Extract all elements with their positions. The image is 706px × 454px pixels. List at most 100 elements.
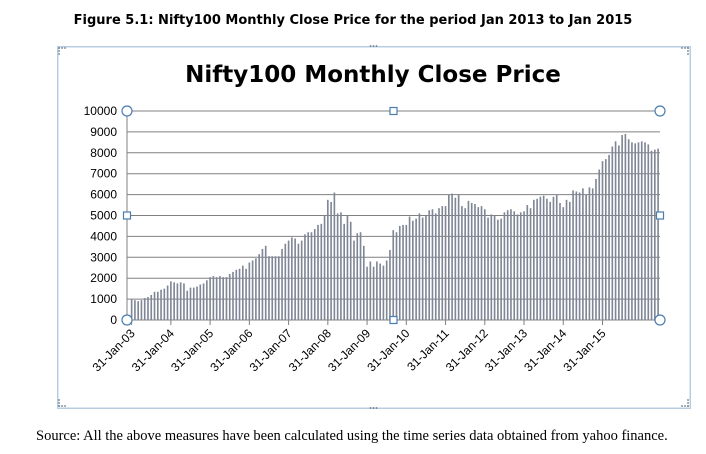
bar <box>582 188 584 320</box>
bar <box>251 260 254 320</box>
bar <box>192 287 195 320</box>
frame-grip-dot <box>687 399 689 401</box>
bar <box>353 240 355 320</box>
corner-resize-handle[interactable] <box>121 105 133 117</box>
bar <box>225 277 228 320</box>
chart-frame[interactable] <box>57 46 691 409</box>
bar <box>215 277 218 320</box>
edge-resize-handle[interactable] <box>655 211 665 220</box>
frame-grip-dot <box>369 407 372 409</box>
corner-resize-handle[interactable] <box>121 314 133 326</box>
bar <box>516 214 519 320</box>
bar <box>382 265 385 320</box>
bar <box>533 199 535 320</box>
frame-grip-dot <box>687 50 689 52</box>
bar <box>568 201 571 320</box>
bar <box>232 271 234 320</box>
source-note: Source: All the above measures have been… <box>36 428 668 444</box>
y-tick-label: 7000 <box>90 167 117 181</box>
bar <box>389 249 391 320</box>
bar <box>372 266 375 320</box>
bar <box>428 210 431 320</box>
bar <box>166 285 169 320</box>
bar <box>474 204 476 320</box>
bar <box>598 169 601 320</box>
bar <box>310 232 313 320</box>
bar <box>418 213 421 320</box>
bar <box>274 256 277 320</box>
bar <box>438 208 440 320</box>
bar <box>294 238 296 320</box>
bar <box>330 201 332 320</box>
bar <box>572 190 574 320</box>
bar <box>431 209 434 320</box>
bar <box>130 299 133 320</box>
y-tick-label: 3000 <box>90 250 117 264</box>
y-tick-label: 9000 <box>90 125 117 139</box>
bar <box>624 133 627 320</box>
bar <box>578 192 581 320</box>
bar <box>153 291 156 320</box>
bar <box>402 224 404 320</box>
bar <box>271 256 274 320</box>
corner-resize-handle[interactable] <box>654 314 666 326</box>
frame-grip-dot <box>372 407 375 409</box>
bar <box>637 142 640 320</box>
edge-resize-handle[interactable] <box>389 106 398 116</box>
bar <box>245 268 247 320</box>
bar <box>448 194 450 320</box>
bar <box>457 194 460 320</box>
frame-grip-dot <box>681 405 683 407</box>
bar <box>366 266 368 320</box>
bar <box>170 281 172 320</box>
bar <box>650 150 653 320</box>
bar <box>614 141 617 320</box>
bar <box>539 196 542 320</box>
bar <box>441 206 444 320</box>
bar <box>385 260 388 320</box>
x-axis-tick-labels: 31-Jan-0331-Jan-0431-Jan-0531-Jan-0631-J… <box>90 326 609 374</box>
bar <box>631 142 633 320</box>
bar <box>356 233 359 320</box>
bar <box>340 212 342 320</box>
bar <box>608 154 610 320</box>
edge-resize-handle[interactable] <box>389 315 398 325</box>
bar <box>585 194 587 320</box>
bar <box>258 254 260 320</box>
bar <box>657 148 659 320</box>
frame-grip-dot <box>64 47 66 49</box>
y-tick-label: 5000 <box>90 209 117 223</box>
corner-resize-handle[interactable] <box>654 105 666 117</box>
y-tick-label: 0 <box>110 313 117 327</box>
bar <box>163 288 166 320</box>
bar <box>219 276 221 320</box>
bar <box>277 256 280 320</box>
figure-caption: Figure 5.1: Nifty100 Monthly Close Price… <box>73 13 633 28</box>
bar <box>464 208 466 320</box>
bar <box>156 291 159 320</box>
frame-grip-dot <box>687 405 689 407</box>
frame-grip-dot <box>58 53 60 55</box>
bar <box>421 217 424 320</box>
bar <box>176 283 179 320</box>
bar <box>467 200 470 320</box>
frame-grip-dot <box>684 47 686 49</box>
bar <box>291 237 293 320</box>
frame-grip-dot <box>58 402 60 404</box>
bar <box>143 298 146 320</box>
frame-grip-dot <box>58 50 60 52</box>
bar <box>196 286 198 320</box>
frame-grip-dot <box>681 47 683 49</box>
bar <box>281 248 283 320</box>
frame-grip-dot <box>684 405 686 407</box>
frame-grip-dot <box>375 407 378 409</box>
bar <box>320 223 323 320</box>
bar <box>297 243 300 320</box>
bar <box>523 211 525 320</box>
bar <box>510 209 512 320</box>
bar <box>595 178 597 320</box>
edge-resize-handle[interactable] <box>122 211 132 220</box>
bar <box>134 300 136 320</box>
bar <box>519 212 522 320</box>
